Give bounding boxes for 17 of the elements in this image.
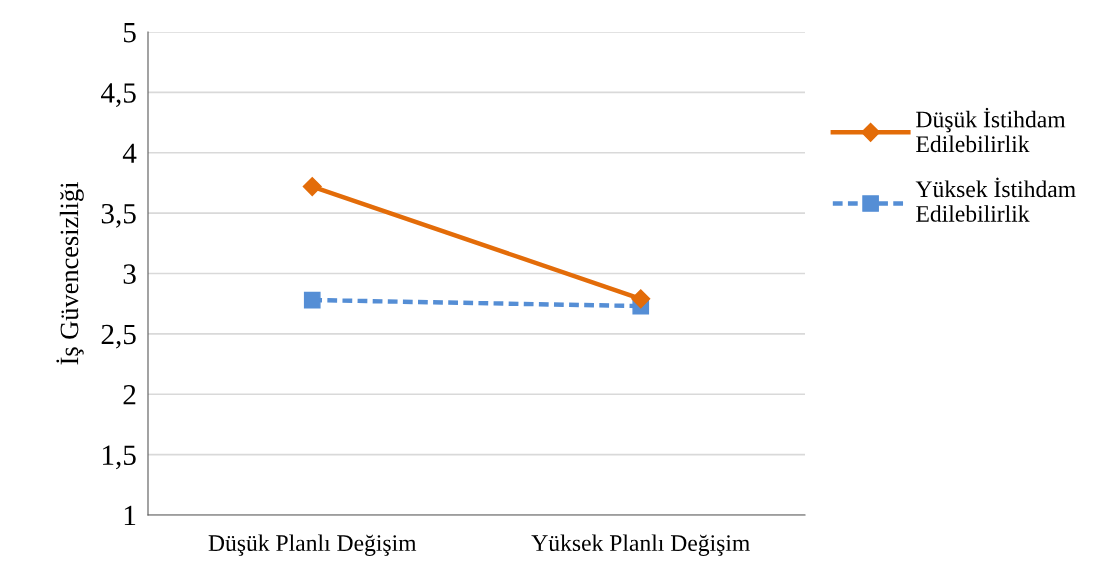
- y-tick-label: 1,5: [103, 445, 136, 470]
- y-tick-label: 3: [123, 264, 136, 284]
- y-tick-label: 2: [123, 385, 136, 405]
- x-tick-label: Düşük Planlı Değişim: [208, 534, 417, 556]
- y-tick-label: 1: [124, 505, 136, 526]
- y-axis-title: İş Güvencesizliği: [56, 182, 84, 365]
- point: [302, 177, 322, 197]
- y-tick-label: 5: [124, 23, 136, 43]
- legend-label: Düşük İstihdam Edilebilirlik: [916, 107, 1066, 153]
- y-tick-label: 2,5: [101, 324, 136, 349]
- point: [303, 291, 321, 309]
- y-tick-label: 3,5: [101, 203, 136, 228]
- y-tick-label: 4,5: [101, 83, 136, 107]
- point: [631, 289, 651, 309]
- x-tick-label: Yüksek Planlı Değişim: [531, 534, 750, 556]
- legend-label: Yüksek İstihdam Edilebilirlik: [915, 177, 1076, 222]
- y-tick-label: 4: [122, 143, 137, 163]
